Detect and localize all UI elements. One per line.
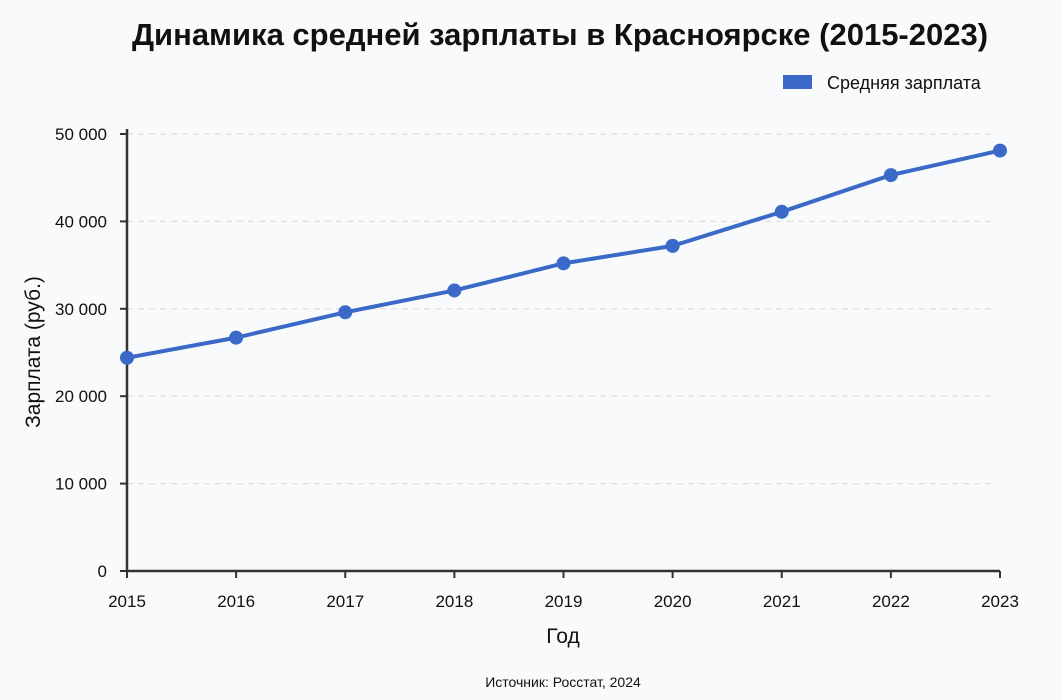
data-point bbox=[338, 305, 353, 320]
data-point bbox=[120, 350, 134, 365]
y-tick-label: 40 000 bbox=[55, 212, 107, 231]
data-point bbox=[774, 204, 789, 219]
y-tick-label: 20 000 bbox=[55, 387, 107, 406]
x-tick-label: 2015 bbox=[108, 592, 146, 611]
x-tick-label: 2019 bbox=[545, 592, 583, 611]
x-tick-label: 2022 bbox=[872, 592, 910, 611]
y-axis-label: Зарплата (руб.) bbox=[22, 276, 45, 428]
y-tick-label: 10 000 bbox=[55, 475, 107, 494]
y-tick-label: 0 bbox=[98, 562, 107, 581]
y-tick-label: 50 000 bbox=[55, 125, 107, 144]
legend: Средняя зарплата bbox=[783, 73, 982, 93]
data-point bbox=[883, 168, 898, 183]
data-point bbox=[229, 330, 244, 345]
data-point bbox=[447, 283, 462, 298]
x-tick-label: 2021 bbox=[763, 592, 801, 611]
legend-swatch bbox=[783, 75, 812, 89]
x-tick-label: 2017 bbox=[326, 592, 364, 611]
legend-label: Средняя зарплата bbox=[827, 73, 982, 93]
x-tick-label: 2023 bbox=[981, 592, 1019, 611]
chart-title: Динамика средней зарплаты в Красноярске … bbox=[132, 17, 988, 52]
data-point bbox=[993, 143, 1007, 158]
x-axis-label: Год bbox=[546, 625, 579, 648]
x-tick-label: 2018 bbox=[435, 592, 473, 611]
source-note: Источник: Росстат, 2024 bbox=[485, 674, 641, 690]
x-tick-label: 2020 bbox=[654, 592, 692, 611]
data-point bbox=[665, 238, 680, 253]
y-tick-label: 30 000 bbox=[55, 300, 107, 319]
series-line bbox=[126, 148, 1001, 360]
data-point bbox=[556, 256, 571, 271]
x-tick-label: 2016 bbox=[217, 592, 255, 611]
